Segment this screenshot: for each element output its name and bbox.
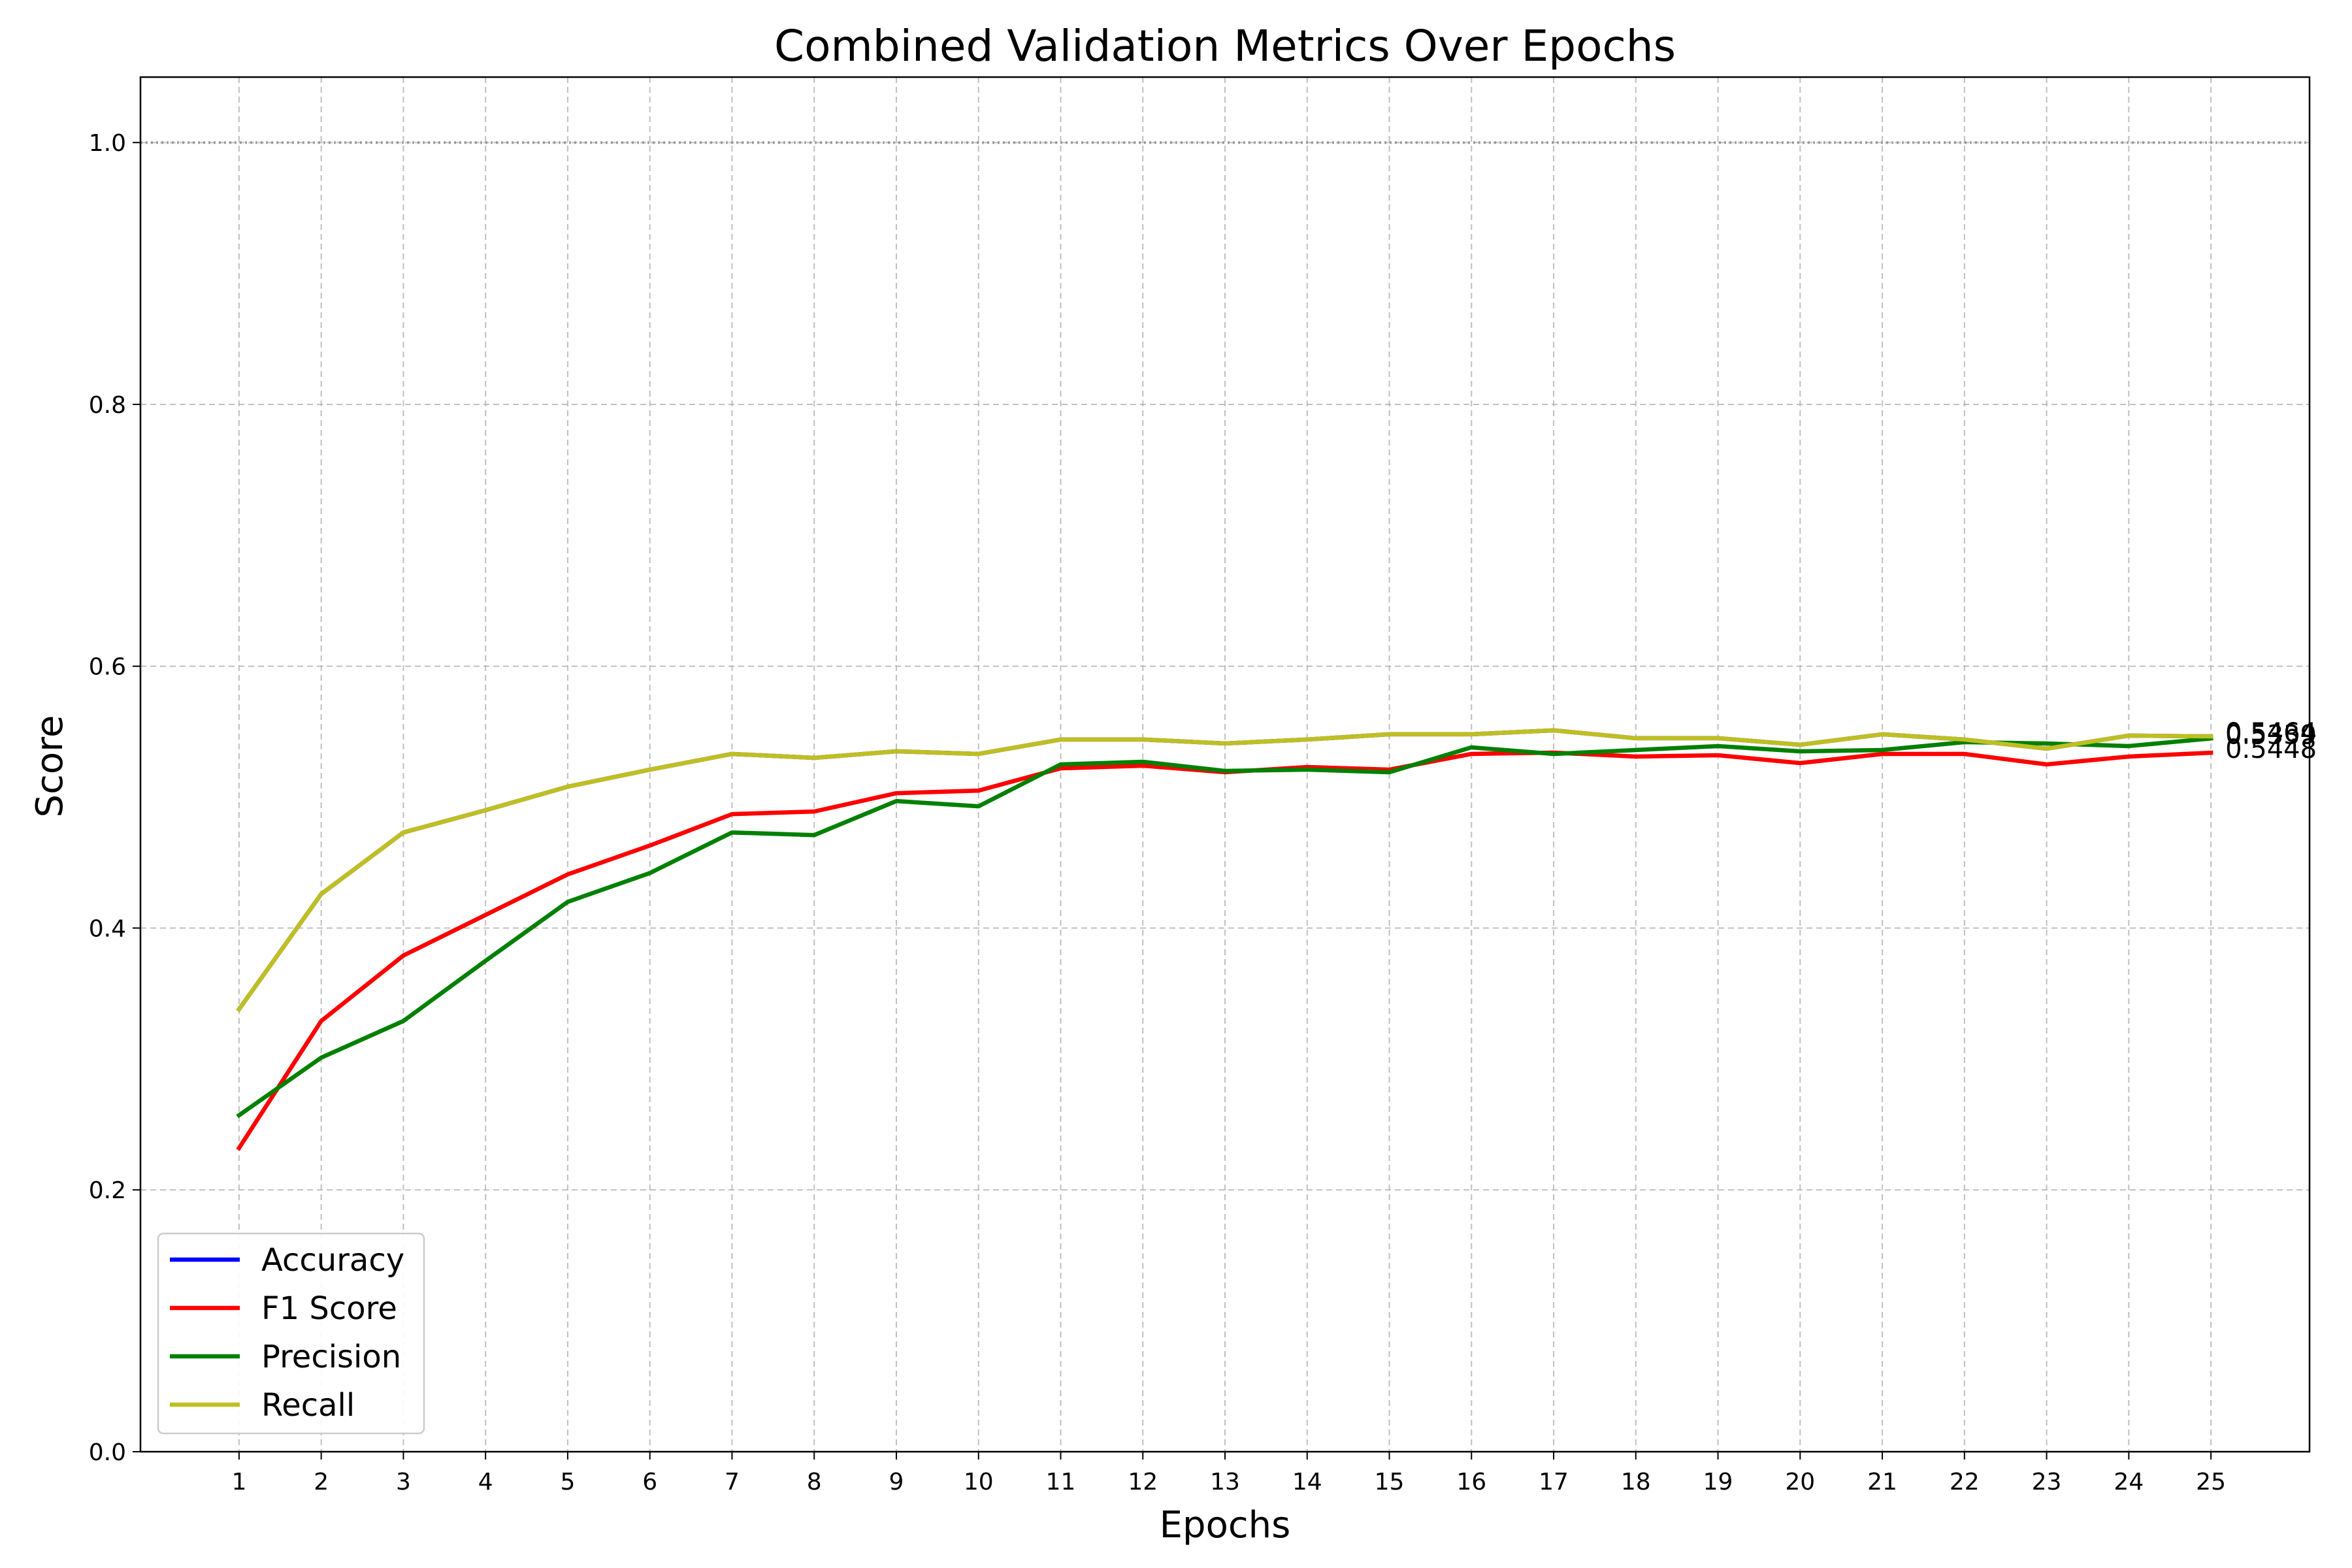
y-tick-label: 0.4 — [89, 915, 126, 942]
x-tick-label: 16 — [1456, 1469, 1486, 1495]
axis-ticks: 1 2 3 4 5 6 7 8 9 10 11 12 13 14 15 16 17 18 19 20 21 22 23 24 2… — [89, 130, 2226, 1495]
chart-title: Combined Validation Metrics Over Epochs — [774, 21, 1676, 71]
x-tick-label: 8 — [807, 1469, 822, 1495]
x-tick-label: 10 — [964, 1469, 994, 1495]
series-lines — [236, 728, 2213, 1151]
x-tick-label: 6 — [642, 1469, 657, 1495]
x-tick-label: 25 — [2196, 1469, 2226, 1495]
x-tick-label: 13 — [1210, 1469, 1240, 1495]
end-value-label: 0.5339 — [2225, 720, 2317, 750]
y-tick-label: 0.6 — [89, 654, 126, 681]
legend-label-accuracy: Accuracy — [261, 1242, 404, 1279]
y-tick-label: 0.8 — [89, 392, 126, 419]
x-tick-label: 12 — [1128, 1469, 1158, 1495]
x-tick-label: 23 — [2032, 1469, 2062, 1495]
legend-label-precision: Precision — [261, 1339, 401, 1375]
x-tick-label: 5 — [560, 1469, 575, 1495]
x-tick-label: 24 — [2114, 1469, 2144, 1495]
x-tick-label: 11 — [1046, 1469, 1076, 1495]
end-value-label: 0.5464 — [2225, 718, 2317, 748]
legend: Accuracy F1 Score Precision Recall — [157, 1232, 425, 1435]
x-tick-label: 3 — [396, 1469, 411, 1495]
legend-box — [157, 1232, 425, 1435]
legend-label-recall: Recall — [261, 1387, 355, 1424]
y-tick-label: 0.0 — [89, 1439, 126, 1466]
y-axis-label: Score — [29, 715, 71, 818]
x-axis-label: Epochs — [1160, 1504, 1291, 1546]
x-tick-label: 4 — [478, 1469, 493, 1495]
x-tick-label: 18 — [1621, 1469, 1651, 1495]
end-value-label: 0.5464 — [2225, 718, 2317, 748]
end-value-label: 0.5448 — [2225, 734, 2317, 764]
x-tick-label: 20 — [1785, 1469, 1815, 1495]
x-tick-label: 14 — [1292, 1469, 1322, 1495]
x-tick-label: 19 — [1703, 1469, 1733, 1495]
legend-label-f1-score: F1 Score — [261, 1290, 397, 1327]
x-tick-label: 2 — [314, 1469, 329, 1495]
series-line-recall — [236, 728, 2213, 1013]
x-tick-label: 15 — [1375, 1469, 1405, 1495]
x-tick-label: 21 — [1867, 1469, 1897, 1495]
x-tick-label: 1 — [231, 1469, 246, 1495]
x-tick-label: 7 — [725, 1469, 740, 1495]
x-tick-label: 9 — [889, 1469, 904, 1495]
x-tick-label: 22 — [1950, 1469, 1980, 1495]
y-tick-label: 0.2 — [89, 1177, 126, 1204]
y-tick-label: 1.0 — [89, 130, 126, 157]
x-tick-label: 17 — [1539, 1469, 1569, 1495]
series-line-precision — [236, 736, 2213, 1119]
